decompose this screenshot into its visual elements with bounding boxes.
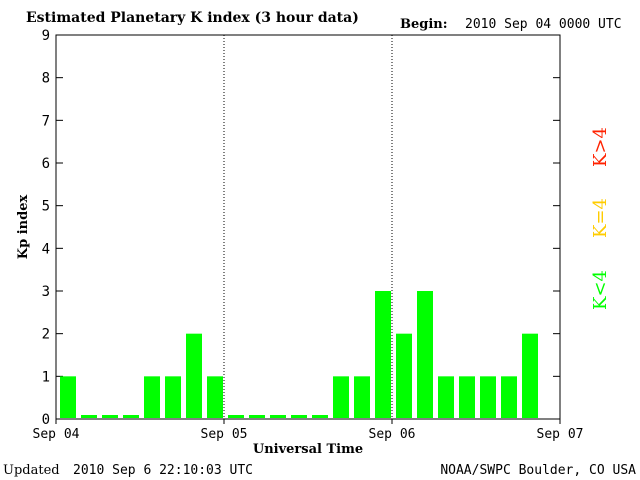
begin-value: 2010 Sep 04 0000 UTC bbox=[465, 17, 622, 32]
y-axis: 0 1 2 3 4 5 6 7 8 9 bbox=[42, 28, 560, 428]
updated-label: Updated bbox=[3, 463, 60, 478]
bar-series bbox=[60, 291, 538, 418]
x-tick-label: Sep 06 bbox=[369, 427, 416, 442]
y-axis-label: Kp index bbox=[16, 195, 31, 260]
x-tick-label: Sep 05 bbox=[201, 427, 248, 442]
kp-bar bbox=[207, 376, 223, 418]
kp-bar bbox=[123, 415, 139, 418]
kp-bar bbox=[60, 376, 76, 418]
plot-frame bbox=[55, 34, 561, 420]
x-axis: Sep 04 Sep 05 Sep 06 Sep 07 bbox=[33, 419, 584, 442]
y-tick-label: 2 bbox=[42, 327, 50, 343]
kp-bar bbox=[501, 376, 517, 418]
kp-bar bbox=[522, 333, 538, 418]
kp-bar bbox=[291, 415, 307, 418]
kp-bar bbox=[417, 291, 433, 418]
chart-title: Estimated Planetary K index (3 hour data… bbox=[26, 10, 359, 26]
y-tick-label: 0 bbox=[42, 412, 50, 428]
y-tick-label: 9 bbox=[42, 28, 50, 44]
updated-value: 2010 Sep 6 22:10:03 UTC bbox=[73, 463, 253, 478]
day-dividers bbox=[223, 35, 393, 419]
legend-item: K<4 bbox=[590, 270, 611, 310]
kp-bar bbox=[249, 415, 265, 418]
kp-bar bbox=[459, 376, 475, 418]
kp-bar bbox=[186, 333, 202, 418]
kp-bar bbox=[228, 415, 244, 418]
y-tick-label: 4 bbox=[42, 241, 50, 257]
source-credit: NOAA/SWPC Boulder, CO USA bbox=[440, 463, 636, 478]
y-tick-label: 7 bbox=[42, 113, 50, 129]
kp-bar bbox=[396, 333, 412, 418]
kp-bar bbox=[354, 376, 370, 418]
y-tick-label: 3 bbox=[42, 284, 50, 300]
x-axis-label: Universal Time bbox=[253, 442, 363, 457]
kp-bar bbox=[312, 415, 328, 418]
legend: K<4 K=4 K>4 bbox=[590, 127, 611, 310]
y-tick-label: 6 bbox=[42, 156, 50, 172]
kp-bar bbox=[375, 291, 391, 418]
kp-bar bbox=[81, 415, 97, 418]
kp-bar bbox=[480, 376, 496, 418]
kp-bar bbox=[102, 415, 118, 418]
kp-bar bbox=[333, 376, 349, 418]
legend-item: K=4 bbox=[590, 198, 611, 238]
y-tick-label: 8 bbox=[42, 71, 50, 87]
legend-item: K>4 bbox=[590, 127, 611, 167]
y-tick-label: 1 bbox=[42, 369, 50, 385]
y-tick-label: 5 bbox=[42, 199, 50, 215]
kp-bar bbox=[270, 415, 286, 418]
x-tick-label: Sep 04 bbox=[33, 427, 80, 442]
begin-label: Begin: bbox=[400, 17, 448, 32]
kp-bar bbox=[438, 376, 454, 418]
x-tick-label: Sep 07 bbox=[537, 427, 584, 442]
kp-bar bbox=[144, 376, 160, 418]
kp-bar bbox=[165, 376, 181, 418]
